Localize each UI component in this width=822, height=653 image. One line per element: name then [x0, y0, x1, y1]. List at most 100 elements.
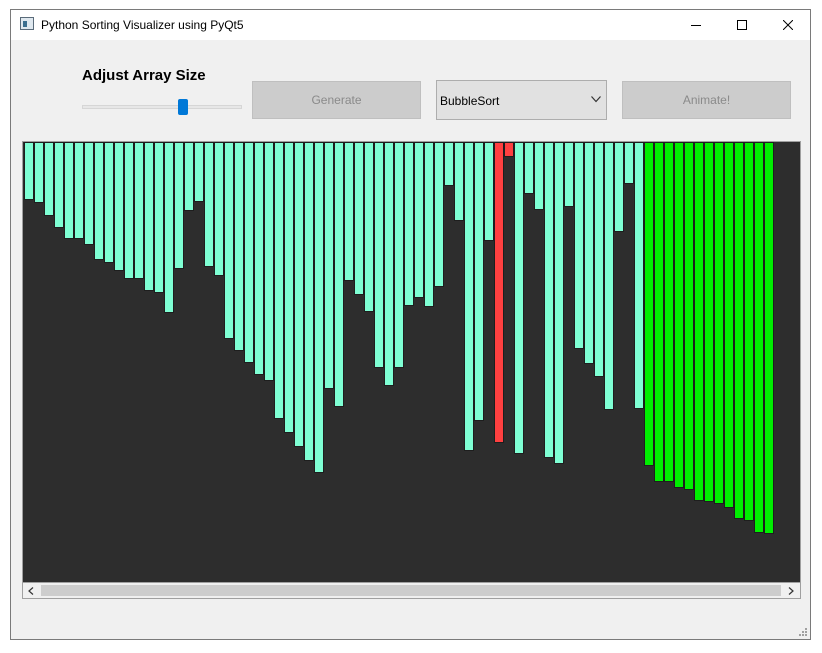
array-bar	[744, 142, 754, 521]
array-bar	[644, 142, 654, 466]
array-bar	[94, 142, 104, 260]
array-bar	[364, 142, 374, 312]
array-bar	[294, 142, 304, 447]
array-bar	[714, 142, 724, 504]
array-bar	[554, 142, 564, 464]
array-bar	[54, 142, 64, 228]
array-bar	[674, 142, 684, 488]
array-bar	[434, 142, 444, 287]
array-bar	[324, 142, 334, 389]
minimize-icon	[691, 25, 701, 26]
array-bar	[44, 142, 54, 216]
array-bar	[24, 142, 34, 200]
scroll-right-button[interactable]	[783, 583, 800, 598]
array-bar	[474, 142, 484, 421]
array-bar	[264, 142, 274, 381]
slider-groove	[82, 105, 242, 109]
animate-button[interactable]: Animate!	[622, 81, 791, 119]
array-bar	[284, 142, 294, 433]
array-bar	[624, 142, 634, 184]
array-size-slider[interactable]	[82, 98, 242, 118]
array-bar	[254, 142, 264, 375]
scroll-left-button[interactable]	[23, 583, 40, 598]
array-bar	[344, 142, 354, 281]
array-bar	[224, 142, 234, 339]
array-bar	[524, 142, 534, 194]
array-bar	[374, 142, 384, 368]
array-bar	[594, 142, 604, 377]
array-bar	[754, 142, 764, 533]
chevron-right-icon	[788, 587, 794, 595]
chevron-left-icon	[28, 587, 34, 595]
scrollbar-thumb[interactable]	[41, 585, 781, 596]
array-bar	[574, 142, 584, 349]
minimize-button[interactable]	[673, 10, 719, 40]
generate-button[interactable]: Generate	[252, 81, 421, 119]
array-bar	[634, 142, 644, 409]
array-bar	[184, 142, 194, 211]
array-bar	[584, 142, 594, 364]
array-bar	[564, 142, 574, 207]
array-bar	[724, 142, 734, 508]
chevron-down-icon	[591, 96, 601, 103]
array-bar	[34, 142, 44, 203]
array-bar	[664, 142, 674, 482]
array-bar	[424, 142, 434, 307]
array-bar	[144, 142, 154, 291]
app-window-icon	[20, 17, 34, 30]
array-bar	[274, 142, 284, 419]
array-bar	[464, 142, 474, 451]
array-bar	[414, 142, 424, 298]
array-bar	[544, 142, 554, 458]
array-bar	[494, 142, 504, 443]
bar-canvas	[22, 141, 801, 583]
array-bar	[164, 142, 174, 313]
title-bar: Python Sorting Visualizer using PyQt5	[11, 10, 810, 40]
array-bar	[694, 142, 704, 501]
array-bar	[334, 142, 344, 407]
array-bar	[704, 142, 714, 502]
array-bar	[134, 142, 144, 279]
array-bar	[404, 142, 414, 306]
slider-handle[interactable]	[177, 99, 188, 115]
horizontal-scrollbar[interactable]	[22, 582, 801, 599]
algorithm-selected-value: BubbleSort	[440, 94, 500, 108]
resize-grip-icon[interactable]	[798, 627, 807, 636]
array-bar	[514, 142, 524, 454]
array-bar	[764, 142, 774, 534]
array-bar	[484, 142, 494, 241]
array-bar	[734, 142, 744, 519]
array-bar	[354, 142, 364, 295]
array-bar	[604, 142, 614, 410]
array-size-label: Adjust Array Size	[82, 67, 206, 84]
array-bar	[154, 142, 164, 293]
array-bar	[104, 142, 114, 263]
array-bar	[504, 142, 514, 157]
maximize-button[interactable]	[719, 10, 765, 40]
array-bar	[114, 142, 124, 271]
algorithm-select[interactable]: BubbleSort	[436, 80, 607, 120]
array-bar	[204, 142, 214, 267]
array-bar	[84, 142, 94, 245]
array-bar	[394, 142, 404, 368]
array-bar	[614, 142, 624, 232]
array-bar	[174, 142, 184, 269]
main-window: Python Sorting Visualizer using PyQt5 Ad…	[10, 9, 811, 640]
array-bar	[534, 142, 544, 210]
array-bar	[444, 142, 454, 186]
array-bar	[304, 142, 314, 461]
window-title: Python Sorting Visualizer using PyQt5	[41, 18, 244, 32]
array-bar	[654, 142, 664, 482]
array-bar	[384, 142, 394, 386]
maximize-icon	[737, 20, 747, 30]
array-bar	[64, 142, 74, 239]
array-bar	[124, 142, 134, 279]
array-bar	[314, 142, 324, 473]
array-bar	[244, 142, 254, 363]
array-bar	[234, 142, 244, 351]
close-icon	[783, 20, 793, 30]
array-bar	[454, 142, 464, 221]
close-button[interactable]	[765, 10, 811, 40]
array-bar	[214, 142, 224, 276]
array-bar	[74, 142, 84, 239]
